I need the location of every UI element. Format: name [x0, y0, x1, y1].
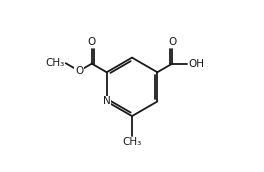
- Text: O: O: [168, 37, 176, 47]
- Text: O: O: [75, 66, 83, 76]
- Text: CH₃: CH₃: [46, 58, 65, 68]
- Text: O: O: [88, 37, 96, 47]
- Text: OH: OH: [188, 59, 205, 69]
- Text: CH₃: CH₃: [122, 137, 142, 147]
- Text: N: N: [103, 96, 111, 106]
